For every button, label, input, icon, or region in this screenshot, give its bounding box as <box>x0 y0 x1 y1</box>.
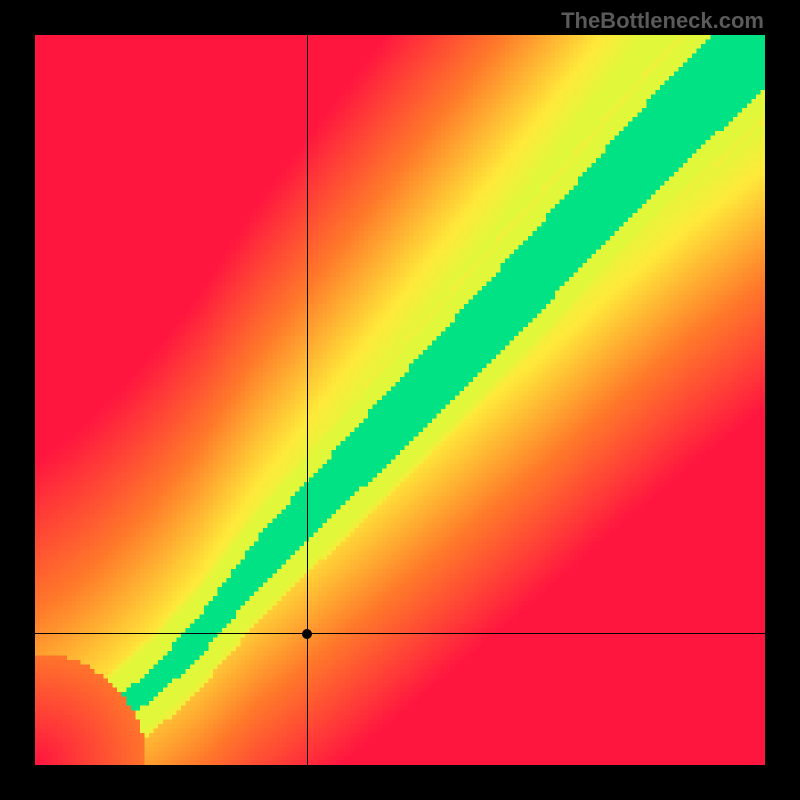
heatmap-canvas <box>35 35 765 765</box>
watermark-text: TheBottleneck.com <box>561 8 764 34</box>
crosshair-horizontal <box>35 633 765 634</box>
data-point-marker <box>302 629 312 639</box>
crosshair-vertical <box>307 35 308 765</box>
plot-area <box>35 35 765 765</box>
